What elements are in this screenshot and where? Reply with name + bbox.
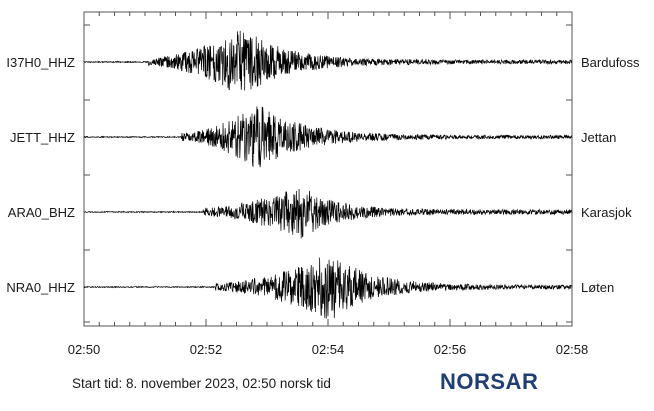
trace-group (83, 30, 573, 319)
channel-label: JETT_HHZ (10, 130, 75, 145)
station-label: Karasjok (581, 205, 632, 220)
waveform-trace (83, 257, 573, 319)
x-tick-label: 02:54 (312, 342, 345, 357)
start-time-caption: Start tid: 8. november 2023, 02:50 norsk… (72, 376, 331, 391)
x-tick-label: 02:52 (190, 342, 223, 357)
waveform-trace (83, 30, 573, 91)
norsar-logo-text: NORSAR (440, 369, 538, 394)
label-group: I37H0_HHZ Bardufoss JETT_HHZ Jettan ARA0_BHZ… (6, 55, 640, 295)
x-tick-label: 02:50 (68, 342, 101, 357)
x-tick-label: 02:56 (434, 342, 467, 357)
x-tick-label: 02:58 (556, 342, 589, 357)
waveform-trace (83, 188, 573, 239)
station-label: Løten (581, 280, 614, 295)
channel-label: ARA0_BHZ (8, 205, 75, 220)
x-axis: 02:50 02:52 02:54 02:56 02:58 (68, 12, 589, 357)
channel-label: I37H0_HHZ (6, 55, 75, 70)
station-label: Jettan (581, 130, 616, 145)
waveform-trace (83, 106, 573, 168)
channel-label: NRA0_HHZ (6, 280, 75, 295)
station-label: Bardufoss (581, 55, 640, 70)
norsar-logo: NORSAR (440, 369, 538, 394)
